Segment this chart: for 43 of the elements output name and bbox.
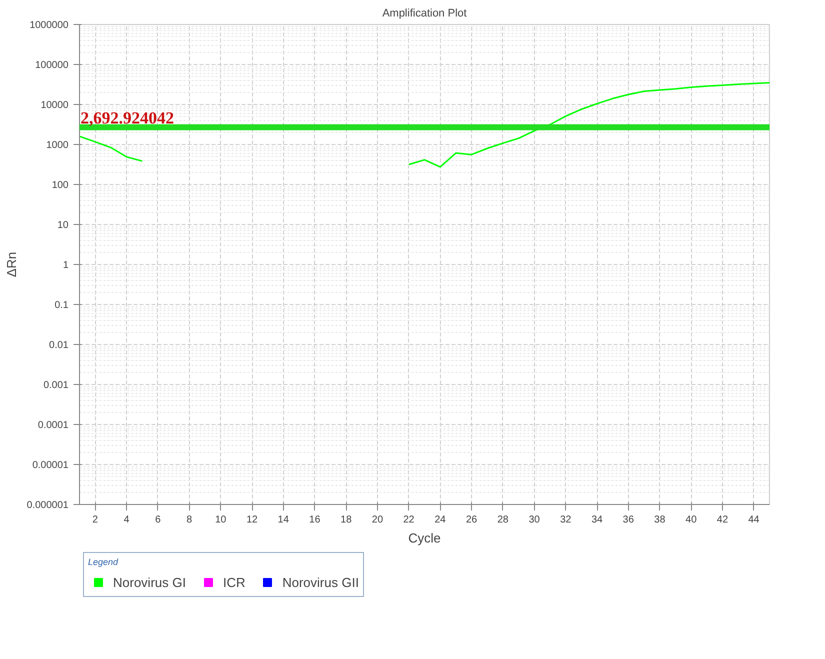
x-axis-title: Cycle <box>408 530 441 546</box>
x-tick-label: 10 <box>215 514 227 526</box>
y-tick-label: 0.001 <box>43 380 69 391</box>
x-tick-label: 12 <box>246 514 258 526</box>
x-tick-label: 16 <box>309 514 321 526</box>
y-tick-label: 1 <box>62 260 69 271</box>
x-tick-label: 6 <box>155 514 162 526</box>
x-tick-label: 40 <box>686 514 698 526</box>
x-tick-label: 38 <box>654 514 666 526</box>
y-tick-label: 0.01 <box>49 340 69 351</box>
y-tick-label: 100 <box>52 180 69 191</box>
y-tick-label: 10 <box>57 220 69 231</box>
x-tick-label: 26 <box>466 514 478 526</box>
legend-label: Norovirus GI <box>113 574 186 590</box>
x-tick-label: 28 <box>497 514 509 526</box>
x-tick-label: 24 <box>434 514 446 526</box>
x-tick-label: 36 <box>622 514 634 526</box>
x-tick-label: 34 <box>591 514 603 526</box>
legend-title: Legend <box>88 557 120 567</box>
y-tick-label: 1000000 <box>30 20 69 31</box>
y-tick-label: 0.00001 <box>32 460 69 471</box>
x-tick-label: 2 <box>92 514 98 526</box>
x-tick-label: 4 <box>124 514 130 526</box>
x-tick-label: 30 <box>528 514 540 526</box>
chart-title: Amplification Plot <box>382 8 467 20</box>
x-tick-label: 44 <box>748 514 760 526</box>
x-tick-label: 20 <box>372 514 384 526</box>
x-tick-label: 32 <box>560 514 572 526</box>
x-tick-label: 42 <box>716 514 728 526</box>
y-tick-label: 0.000001 <box>26 500 69 511</box>
legend-label: Norovirus GII <box>282 574 359 590</box>
y-tick-label: 0.0001 <box>38 420 69 431</box>
x-tick-label: 22 <box>403 514 415 526</box>
x-tick-label: 18 <box>340 514 352 526</box>
y-tick-label: 0.1 <box>54 300 69 311</box>
y-tick-label: 10000 <box>40 100 69 111</box>
legend-label: ICR <box>222 574 246 590</box>
x-tick-label: 8 <box>186 514 192 526</box>
ref-line-label: 2,692.924042 <box>80 108 174 128</box>
y-tick-label: 100000 <box>35 60 69 71</box>
x-tick-label: 14 <box>278 514 290 526</box>
y-axis-title: ΔRn <box>4 252 19 278</box>
y-tick-label: 1000 <box>46 140 69 151</box>
